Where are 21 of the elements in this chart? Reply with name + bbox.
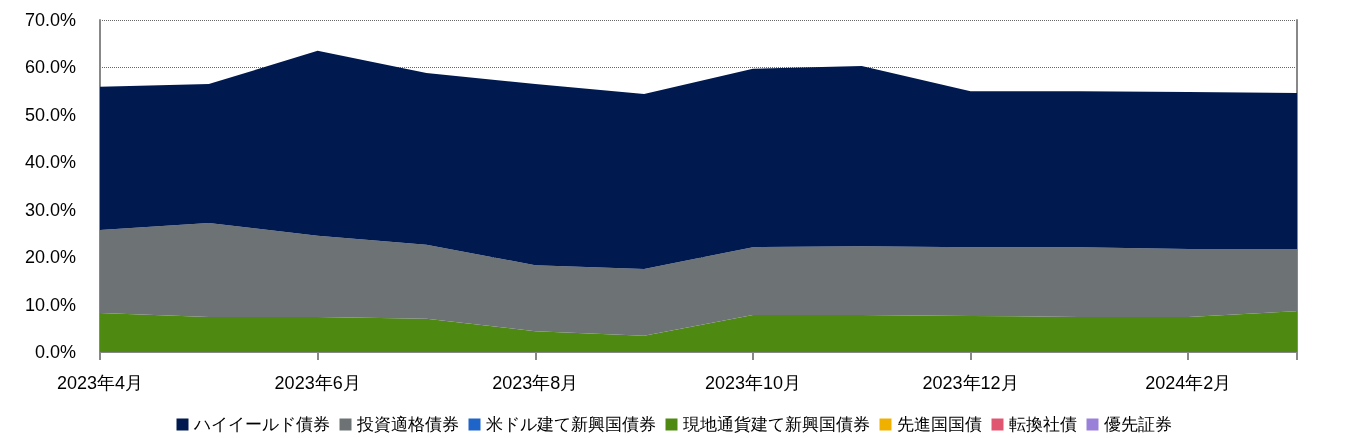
x-tick-label: 2024年2月 bbox=[1145, 373, 1232, 393]
x-tick-label: 2023年12月 bbox=[922, 373, 1019, 393]
x-tick-label: 2023年8月 bbox=[492, 373, 579, 393]
legend-label: 転換社債 bbox=[1008, 415, 1077, 434]
legend-label: 現地通貨建て新興国債券 bbox=[682, 415, 870, 434]
y-tick-label: 70.0% bbox=[24, 10, 76, 30]
y-tick-label: 30.0% bbox=[24, 199, 76, 220]
legend-label: 優先証券 bbox=[1103, 415, 1172, 434]
y-tick-label: 20.0% bbox=[24, 247, 76, 268]
y-tick-label: 50.0% bbox=[24, 104, 76, 125]
x-tick-label: 2023年10月 bbox=[704, 373, 801, 393]
y-tick-label: 0.0% bbox=[34, 342, 76, 362]
y-tick-label: 60.0% bbox=[24, 57, 76, 78]
legend-label: 投資適格債券 bbox=[355, 415, 459, 434]
y-tick-label: 40.0% bbox=[24, 152, 76, 173]
legend-label: 先進国国債 bbox=[896, 415, 982, 434]
x-tick-label: 2023年4月 bbox=[56, 373, 144, 393]
x-tick-label: 2023年6月 bbox=[274, 373, 361, 393]
legend-label: ハイイールド債券 bbox=[192, 415, 330, 434]
legend-label: 米ドル建て新興国債券 bbox=[485, 415, 656, 434]
y-tick-label: 10.0% bbox=[24, 294, 76, 315]
